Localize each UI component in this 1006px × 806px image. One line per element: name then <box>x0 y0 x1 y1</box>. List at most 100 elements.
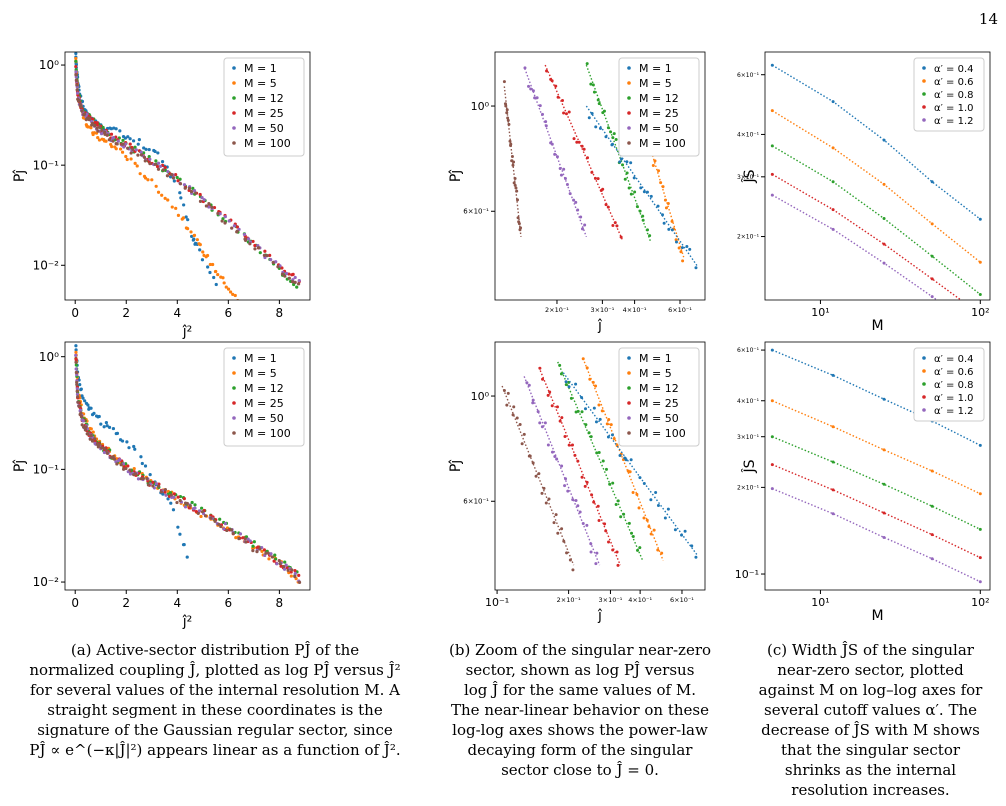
data-point <box>558 167 562 171</box>
data-point <box>252 540 256 544</box>
data-point <box>263 249 267 253</box>
data-point <box>558 419 562 423</box>
series-line <box>772 436 981 530</box>
data-point <box>625 160 629 164</box>
data-point <box>235 229 239 233</box>
data-point <box>831 100 835 104</box>
data-point <box>882 397 886 401</box>
data-point <box>608 482 612 486</box>
data-point <box>502 389 506 393</box>
data-point <box>597 102 601 106</box>
data-point <box>598 126 602 130</box>
data-point <box>293 568 297 573</box>
data-point <box>100 446 104 450</box>
data-point <box>118 129 122 133</box>
legend-label: M = 5 <box>639 367 672 380</box>
data-point <box>93 437 97 441</box>
legend-label: α′ = 1.2 <box>934 116 974 127</box>
data-point <box>831 227 835 231</box>
data-point <box>550 404 554 408</box>
data-point <box>191 186 195 191</box>
data-point <box>565 551 569 555</box>
data-point <box>107 425 112 429</box>
data-point <box>511 413 515 417</box>
data-point <box>606 126 610 130</box>
data-point <box>142 146 146 150</box>
data-point <box>598 417 602 421</box>
legend-label: M = 50 <box>639 412 679 425</box>
data-point <box>133 472 138 476</box>
data-point <box>83 428 88 432</box>
data-point <box>264 551 268 555</box>
data-point <box>202 198 206 202</box>
data-point <box>166 198 170 202</box>
data-point <box>550 79 554 83</box>
data-point <box>128 137 132 141</box>
data-point <box>527 383 531 387</box>
data-point <box>596 177 600 181</box>
data-point <box>514 186 518 190</box>
data-point <box>116 139 120 143</box>
data-point <box>770 109 774 113</box>
data-point <box>112 457 117 461</box>
series-line <box>771 145 981 295</box>
data-point <box>523 66 527 70</box>
data-point <box>131 139 136 143</box>
data-point <box>128 472 133 476</box>
data-point <box>667 227 671 231</box>
data-point <box>136 477 141 481</box>
caption-c: (c) Width ĴS of the singular near-zero se… <box>758 641 983 799</box>
data-point <box>623 177 627 181</box>
data-point <box>585 62 589 66</box>
data-point <box>159 490 163 494</box>
data-point <box>102 446 106 450</box>
data-point <box>574 499 578 503</box>
data-point <box>97 443 101 447</box>
y-axis-label: Pĵ <box>448 459 464 472</box>
data-point <box>619 235 623 239</box>
legend-label: M = 5 <box>244 367 277 380</box>
data-point <box>205 253 210 258</box>
data-point <box>570 443 574 447</box>
data-point <box>594 562 598 566</box>
data-point <box>831 460 835 464</box>
caption-a: (a) Active-sector distribution PĴ of the… <box>29 641 401 759</box>
legend-marker <box>232 66 236 70</box>
data-point <box>219 524 223 529</box>
data-point <box>109 132 114 136</box>
data-point <box>641 218 645 222</box>
data-point <box>243 238 248 242</box>
data-point <box>80 414 84 419</box>
data-point <box>200 506 204 510</box>
data-point <box>641 214 645 218</box>
data-point <box>562 539 566 543</box>
data-point <box>556 531 560 535</box>
data-point <box>272 559 276 563</box>
data-point <box>555 457 559 461</box>
plot-area <box>770 63 982 300</box>
data-point <box>188 504 192 508</box>
data-point <box>182 183 187 187</box>
legend-marker <box>232 111 236 115</box>
data-point <box>930 222 934 226</box>
x-tick-label: 3×10⁻¹ <box>599 596 623 604</box>
data-point <box>569 396 573 400</box>
legend-label: M = 50 <box>639 122 679 135</box>
data-point <box>221 276 225 280</box>
data-point <box>274 260 278 264</box>
data-point <box>74 348 78 352</box>
data-point <box>171 176 176 180</box>
x-tick-label: 6×10⁻¹ <box>668 306 692 314</box>
data-point <box>265 254 269 258</box>
y-tick-label: 2×10⁻¹ <box>737 484 760 491</box>
data-point <box>156 161 161 165</box>
data-point <box>542 486 546 490</box>
data-point <box>512 181 516 185</box>
data-point <box>580 475 584 479</box>
data-point <box>555 155 559 159</box>
data-point <box>195 238 199 242</box>
data-point <box>93 124 97 128</box>
legend-marker <box>232 96 236 100</box>
data-point <box>597 403 601 407</box>
data-point <box>95 123 100 127</box>
